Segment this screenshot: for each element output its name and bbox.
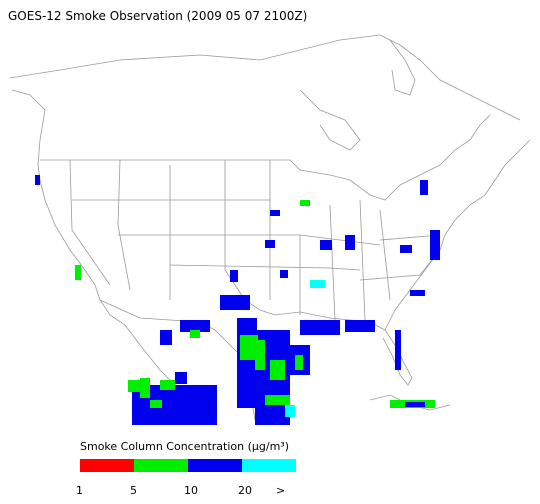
basemap: [9, 34, 531, 421]
smoke-layer: [35, 175, 440, 425]
smoke-patch: [270, 360, 285, 380]
smoke-patch: [265, 240, 275, 248]
state-line: [224, 160, 246, 301]
coastline: [384, 139, 531, 331]
smoke-patch: [300, 320, 340, 335]
legend-swatch: [134, 459, 188, 472]
smoke-patch: [400, 245, 412, 253]
coastline: [299, 89, 361, 151]
smoke-patch: [345, 320, 375, 332]
smoke-patch: [140, 378, 150, 398]
border: [40, 114, 491, 201]
smoke-patch: [265, 395, 290, 405]
legend: 1 5 10 20 >: [76, 459, 296, 497]
smoke-patch: [295, 355, 303, 370]
smoke-patch: [280, 270, 288, 278]
smoke-patch: [160, 380, 175, 390]
legend-swatch: [242, 459, 296, 472]
state-line: [329, 204, 336, 321]
smoke-patch: [230, 270, 238, 282]
legend-tick-label: 5: [130, 484, 137, 497]
legend-tick-label: 10: [184, 484, 198, 497]
smoke-patch: [285, 405, 295, 417]
smoke-patch: [180, 320, 210, 332]
smoke-patch: [150, 400, 162, 408]
smoke-patch: [220, 295, 250, 310]
smoke-patch: [420, 180, 428, 195]
smoke-patch: [255, 340, 265, 370]
legend-swatch: [188, 459, 242, 472]
state-line: [359, 199, 366, 321]
coastline: [11, 89, 211, 411]
smoke-patch: [405, 402, 425, 407]
legend-swatch: [80, 459, 134, 472]
smoke-patch: [240, 335, 258, 360]
legend-tick-label: 20: [238, 484, 252, 497]
smoke-patch: [175, 372, 187, 384]
state-line: [117, 159, 131, 291]
state-line: [359, 249, 441, 281]
state-line: [118, 234, 381, 246]
smoke-patch: [237, 318, 257, 408]
state-line: [379, 209, 391, 301]
state-line: [169, 264, 361, 271]
smoke-patch: [200, 395, 210, 415]
smoke-patch: [310, 280, 325, 288]
smoke-patch: [270, 210, 280, 216]
coastline: [389, 39, 416, 96]
legend-title: Smoke Column Concentration (μg/m³): [80, 440, 289, 453]
smoke-patch: [395, 330, 401, 370]
smoke-patch: [410, 290, 425, 296]
smoke-patch: [35, 175, 40, 185]
coastline: [9, 34, 521, 121]
smoke-patch: [320, 240, 332, 250]
legend-tick-label: 1: [76, 484, 83, 497]
smoke-patch: [75, 265, 81, 280]
legend-overflow-label: >: [276, 484, 285, 497]
smoke-patch: [300, 200, 310, 206]
smoke-patch: [190, 330, 200, 338]
smoke-patch: [160, 330, 172, 345]
map-title: GOES-12 Smoke Observation (2009 05 07 21…: [8, 9, 307, 23]
state-line: [69, 159, 111, 286]
smoke-patch: [345, 235, 355, 250]
smoke-patch: [430, 230, 440, 260]
